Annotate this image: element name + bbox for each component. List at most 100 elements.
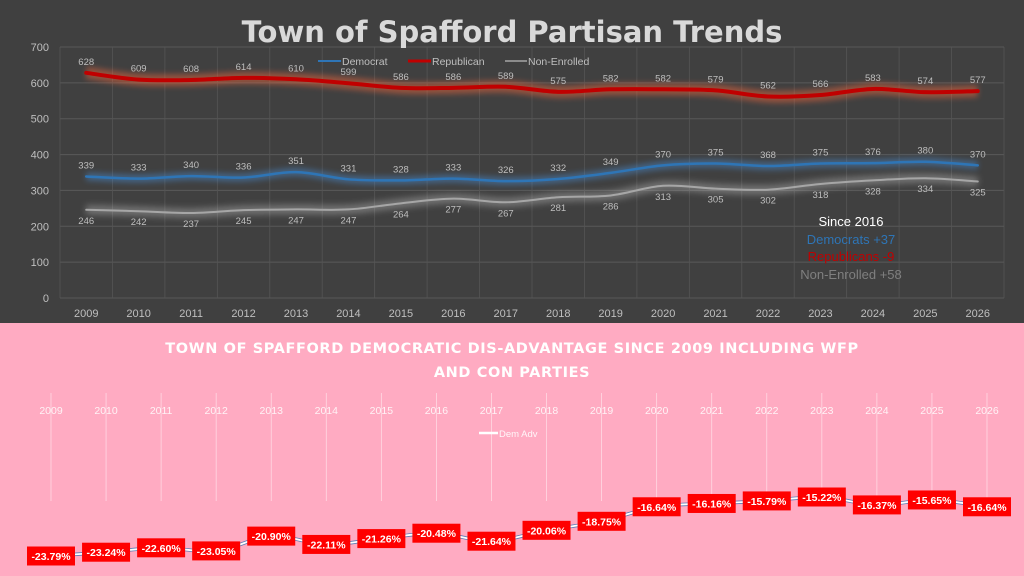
- data-label-non-enrolled: 264: [393, 209, 409, 220]
- data-label-republican: 582: [655, 73, 671, 84]
- data-label-box: [192, 541, 241, 561]
- data-label-box: [852, 495, 901, 515]
- series-lines: [84, 66, 980, 218]
- data-label-non-enrolled: 334: [917, 184, 933, 195]
- legend-item-democrat: Democrat: [318, 56, 388, 68]
- annotation-non-enrolled: Non-Enrolled +58: [800, 267, 902, 282]
- data-label-republican: 574: [917, 76, 933, 87]
- data-label-text: -18.75%: [582, 516, 622, 528]
- x-tick-label: 2023: [810, 405, 834, 417]
- x-tick-label: 2014: [336, 308, 360, 320]
- data-label-box: [357, 529, 406, 549]
- y-tick-label: 200: [31, 221, 49, 233]
- data-label-republican: 599: [341, 67, 357, 78]
- x-tick-label: 2015: [389, 308, 413, 320]
- legend-label-republican: Republican: [432, 56, 485, 68]
- x-tick-label: 2022: [756, 308, 780, 320]
- x-tick-label: 2015: [370, 405, 394, 417]
- data-label-box: [82, 542, 131, 562]
- legend-label-non-enrolled: Non-Enrolled: [528, 56, 589, 68]
- data-label-dem-adv: -15.79%: [742, 491, 791, 511]
- data-label-text: -21.64%: [472, 536, 512, 548]
- x-tick-label: 2012: [204, 405, 228, 417]
- data-label-text: -22.11%: [307, 539, 346, 551]
- data-label-republican: 583: [865, 73, 881, 84]
- data-label-text: -16.64%: [637, 502, 677, 514]
- data-label-box: [412, 523, 461, 543]
- data-label-democrat: 328: [393, 164, 409, 175]
- data-label-dem-adv: -18.75%: [577, 511, 626, 531]
- data-label-dem-adv: -23.05%: [192, 541, 241, 561]
- data-label-republican: 582: [603, 73, 619, 84]
- x-tick-label: 2016: [425, 405, 449, 417]
- x-tick-label: 2016: [441, 308, 465, 320]
- data-label-dem-adv: -22.60%: [137, 538, 186, 558]
- data-label-dem-adv: -16.64%: [632, 497, 681, 517]
- data-label-republican: 575: [550, 76, 566, 87]
- data-label-democrat: 326: [498, 165, 514, 176]
- x-tick-label: 2017: [494, 308, 518, 320]
- data-label-non-enrolled: 302: [760, 196, 776, 207]
- data-label-republican: 579: [708, 74, 724, 85]
- x-tick-label: 2023: [808, 308, 832, 320]
- data-label-dem-adv: -23.79%: [27, 546, 75, 566]
- data-label-non-enrolled: 246: [78, 216, 94, 227]
- y-tick-label: 600: [31, 78, 49, 90]
- y-tick-label: 0: [43, 293, 49, 305]
- data-label-republican: 562: [760, 80, 776, 91]
- data-label-democrat: 370: [970, 149, 986, 160]
- legend-item-non-enrolled: Non-Enrolled: [505, 56, 589, 68]
- series-line-dem-adv: [50, 496, 988, 557]
- x-tick-label: 2024: [861, 308, 885, 320]
- data-label-dem-adv: -20.48%: [412, 523, 461, 543]
- data-label-box: [137, 538, 186, 558]
- data-label-text: -16.37%: [857, 500, 897, 512]
- x-tick-label: 2014: [315, 405, 339, 417]
- x-tick-label: 2019: [590, 405, 614, 417]
- data-label-box: [687, 493, 736, 513]
- data-label-democrat: 375: [708, 148, 724, 159]
- data-label-non-enrolled: 328: [865, 186, 881, 197]
- data-label-box: [797, 487, 846, 507]
- data-label-dem-adv: -20.90%: [247, 526, 296, 546]
- data-label-non-enrolled: 318: [813, 190, 829, 201]
- data-label-dem-adv: -21.64%: [467, 531, 516, 551]
- data-label-dem-adv: -22.11%: [302, 534, 351, 554]
- democratic-disadvantage-svg: TOWN OF SPAFFORD DEMOCRATIC DIS-ADVANTAG…: [27, 341, 1011, 566]
- data-label-text: -23.24%: [87, 547, 127, 559]
- y-axis: 0 100 200 300 400 500 600 700: [31, 42, 49, 305]
- data-label-text: -16.16%: [692, 498, 732, 510]
- data-label-democrat: 332: [550, 163, 566, 174]
- x-tick-label: 2019: [598, 308, 622, 320]
- data-label-democrat: 331: [341, 163, 357, 174]
- data-label-text: -20.06%: [527, 525, 567, 537]
- x-tick-label: 2009: [39, 405, 63, 417]
- data-label-non-enrolled: 313: [655, 192, 671, 203]
- x-tick-label: 2025: [920, 405, 944, 417]
- x-axis: 2009 2010 2011 2012 2013 2014 2015 2016 2017 2018…: [39, 405, 999, 417]
- data-label-republican: 586: [445, 72, 461, 83]
- y-tick-label: 100: [31, 257, 49, 269]
- series-line-democrat: [84, 160, 980, 183]
- data-label-text: -20.90%: [252, 531, 292, 543]
- x-axis: 2009 2010 2011 2012 2013 2014 2015 2016 2017 2018…: [74, 308, 990, 320]
- data-label-text: -23.05%: [197, 546, 237, 558]
- data-label-text: -20.48%: [417, 528, 457, 540]
- x-tick-label: 2013: [284, 308, 308, 320]
- data-label-text: -21.26%: [362, 534, 402, 546]
- x-tick-label: 2024: [865, 405, 889, 417]
- annotation-heading: Since 2016: [818, 214, 883, 229]
- data-label-democrat: 380: [917, 146, 933, 157]
- series-line: [50, 495, 988, 558]
- data-label-republican: 628: [78, 57, 94, 68]
- data-label-republican: 566: [813, 79, 829, 90]
- data-label-democrat: 333: [445, 163, 461, 174]
- annotation-democrats: Democrats +37: [807, 232, 896, 247]
- chart-title: Town of Spafford Partisan Trends: [242, 15, 783, 49]
- partisan-trends-chart: 0 100 200 300 400 500 600 700 2009 2010 2011 2012 2…: [30, 15, 1005, 320]
- x-tick-label: 2018: [535, 405, 559, 417]
- data-label-text: -15.65%: [912, 495, 952, 507]
- data-label-non-enrolled: 247: [288, 215, 304, 226]
- data-label-non-enrolled: 325: [970, 187, 986, 198]
